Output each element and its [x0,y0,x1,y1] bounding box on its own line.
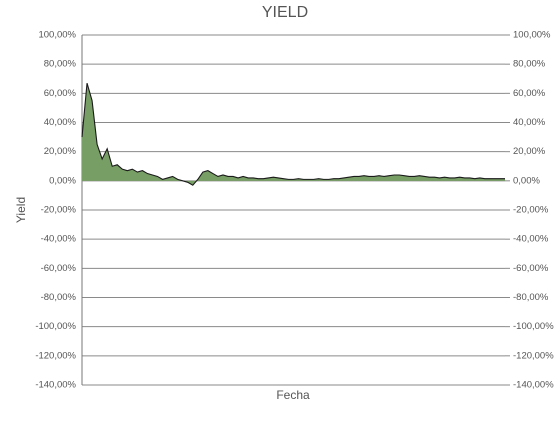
y2-tick-label: -60,00% [513,263,549,274]
y-tick-label: 60,00% [44,88,77,99]
y2-tick-label: -120,00% [513,350,554,361]
y2-tick-label: 60,00% [513,88,546,99]
y2-tick-label: -40,00% [513,234,549,245]
y-tick-label: 40,00% [44,117,77,128]
y2-tick-label: 80,00% [513,59,546,70]
area [82,83,505,186]
y-tick-label: -80,00% [41,292,77,303]
chart-title: YIELD [262,4,308,21]
y2-tick-label: 20,00% [513,146,546,157]
y-tick-label: -100,00% [35,321,76,332]
y2-tick-label: 40,00% [513,117,546,128]
y2-tick-label: 100,00% [513,30,551,41]
y-tick-label: -40,00% [41,234,77,245]
y-axis-label: Yield [14,197,28,223]
y-tick-label: -120,00% [35,350,76,361]
y-tick-label: -20,00% [41,205,77,216]
y-tick-label: -140,00% [35,380,76,391]
y2-tick-label: -140,00% [513,380,554,391]
y-tick-label: 80,00% [44,59,77,70]
y-tick-label: 100,00% [38,30,76,41]
line [81,82,505,186]
x-axis-label: Fecha [276,388,310,402]
y2-tick-label: -20,00% [513,205,549,216]
y2-tick-label: -80,00% [513,292,549,303]
y2-tick-label: 0,00% [513,175,540,186]
y2-tick-label: -100,00% [513,321,554,332]
y-tick-label: 0,00% [49,175,76,186]
y-tick-label: -60,00% [41,263,77,274]
y-tick-label: 20,00% [44,146,77,157]
